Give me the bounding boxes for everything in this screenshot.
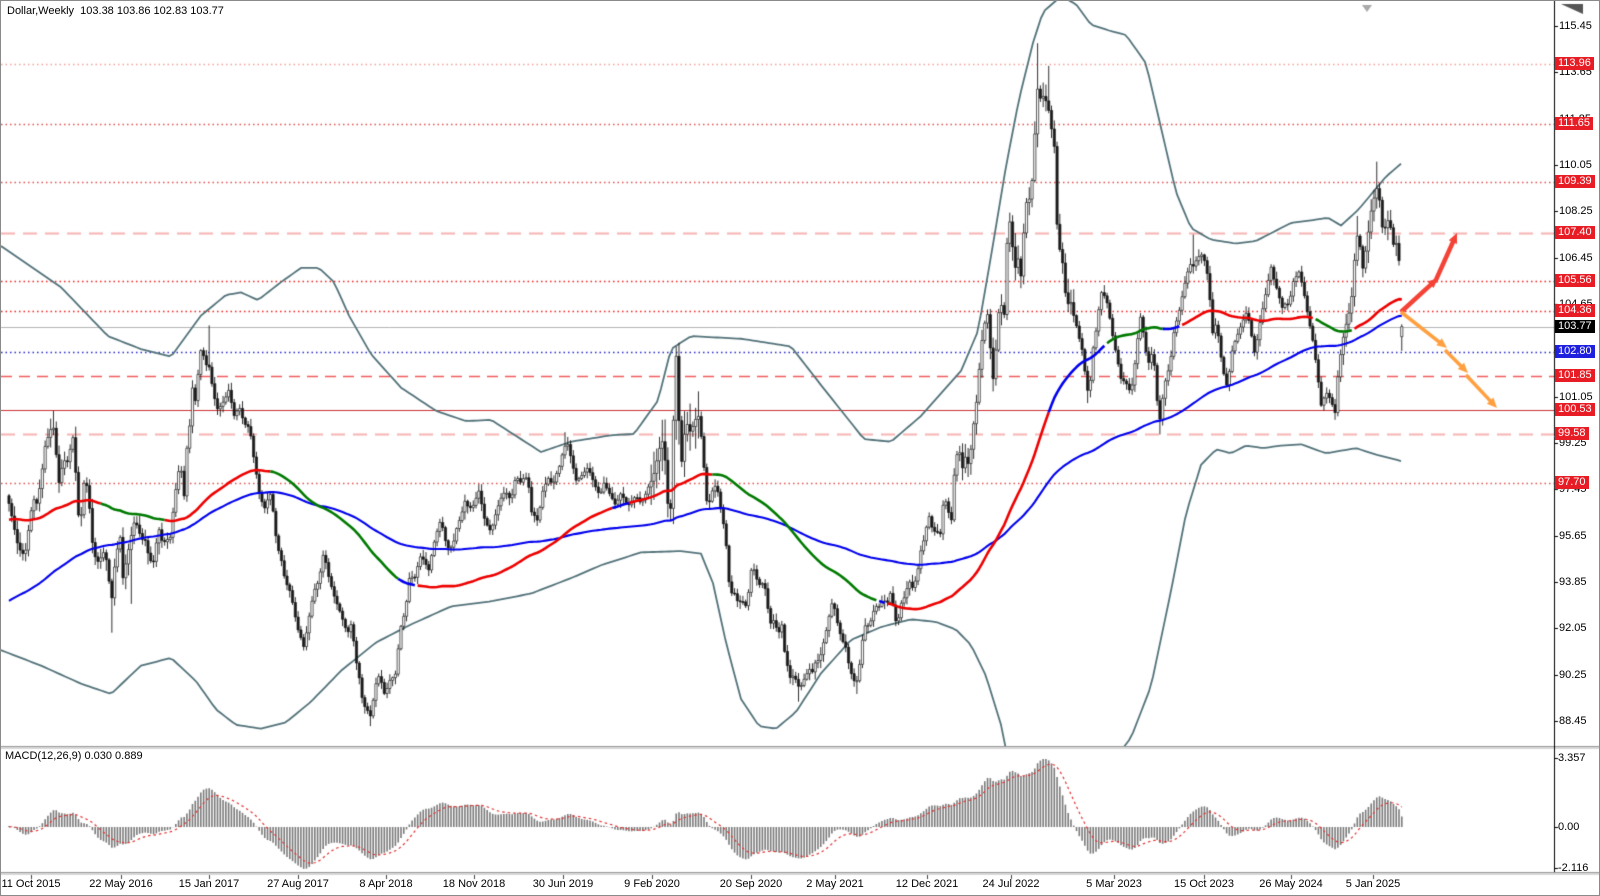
macd-axis-label: 3.357	[1558, 752, 1586, 764]
macd-axis-label: 0.00	[1558, 821, 1580, 833]
x-axis-date-label: 18 Nov 2018	[442, 878, 506, 890]
x-axis-date-label: 9 Feb 2020	[624, 878, 680, 890]
price-level-badge: 101.85	[1555, 369, 1595, 383]
y-axis-tick-label: 110.05	[1559, 158, 1592, 171]
x-axis-date-label: 24 Jul 2022	[982, 878, 1040, 890]
y-axis-tick-label: 101.05	[1559, 390, 1593, 403]
price-level-badge: 111.65	[1555, 116, 1594, 130]
price-level-badge: 100.53	[1555, 403, 1595, 417]
price-level-badge: 97.70	[1555, 475, 1589, 489]
x-axis-date-label: 2 May 2021	[806, 878, 864, 890]
x-axis-date-label: 15 Jan 2017	[178, 878, 240, 890]
x-axis-date-label: 11 Oct 2015	[1, 878, 61, 890]
macd-indicator-label: MACD(12,26,9) 0.030 0.889	[5, 750, 143, 762]
symbol-title: Dollar,Weekly 103.38 103.86 102.83 103.7…	[7, 5, 224, 17]
x-axis-date-label: 26 May 2024	[1259, 878, 1323, 890]
y-axis-tick-label: 90.25	[1559, 668, 1587, 681]
x-axis-date-label: 12 Dec 2021	[895, 878, 959, 890]
price-level-badge: 109.39	[1555, 174, 1595, 188]
price-level-badge: 105.56	[1555, 273, 1595, 287]
y-axis-tick-label: 93.85	[1559, 575, 1587, 588]
price-level-badge: 107.40	[1555, 226, 1595, 240]
y-axis-tick-label: 106.45	[1559, 251, 1593, 264]
current-price-badge: 103.77	[1555, 319, 1595, 333]
x-axis-date-label: 22 May 2016	[89, 878, 153, 890]
x-axis-date-label: 5 Jan 2025	[1345, 878, 1401, 890]
x-axis-date-label: 15 Oct 2023	[1174, 878, 1234, 890]
x-axis-date-label: 8 Apr 2018	[359, 878, 413, 890]
x-axis-date-label: 27 Aug 2017	[267, 878, 329, 890]
price-level-badge: 104.36	[1555, 304, 1595, 318]
y-axis-tick-label: 88.45	[1559, 714, 1587, 727]
macd-axis-label: -2.116	[1558, 862, 1589, 874]
x-axis-date-label: 30 Jun 2019	[532, 878, 594, 890]
x-axis-date-label: 5 Mar 2023	[1086, 878, 1142, 890]
y-axis-tick-label: 108.25	[1559, 205, 1593, 218]
y-axis-tick-label: 92.05	[1559, 622, 1587, 635]
price-level-badge: 113.96	[1555, 57, 1594, 71]
y-axis-tick-label: 95.65	[1559, 529, 1587, 542]
y-axis-tick-label: 115.45	[1559, 20, 1592, 32]
blue-level-badge: 102.80	[1555, 344, 1595, 358]
price-level-badge: 99.58	[1555, 427, 1589, 441]
x-axis-date-label: 20 Sep 2020	[719, 878, 783, 890]
